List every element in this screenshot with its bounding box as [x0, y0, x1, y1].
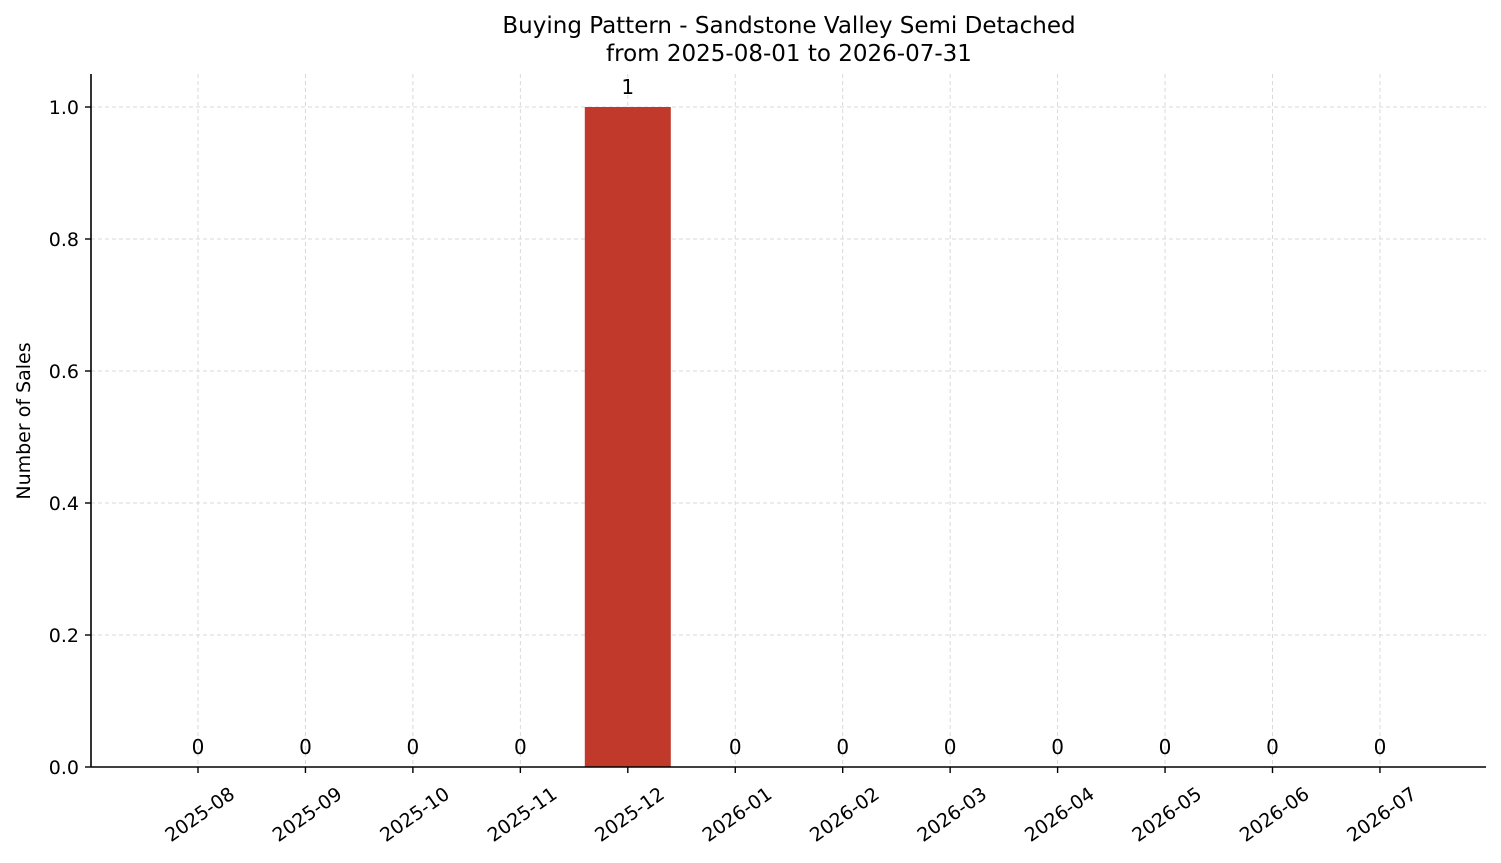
y-tick-label: 0.4 — [49, 493, 79, 515]
data-label: 0 — [407, 735, 420, 759]
bar-layer — [584, 107, 671, 767]
data-label: 0 — [944, 735, 957, 759]
bar-2025-12 — [584, 107, 671, 767]
data-label: 1 — [621, 75, 634, 99]
x-tick-label: 2026-06 — [1236, 783, 1314, 847]
x-tick-label: 2026-04 — [1021, 783, 1099, 847]
data-label: 0 — [1159, 735, 1172, 759]
y-axis-label: Number of Sales — [13, 342, 35, 499]
y-tick-label: 1.0 — [49, 97, 79, 119]
x-tick-label: 2026-07 — [1343, 783, 1421, 847]
grid-layer — [91, 74, 1486, 768]
data-label: 0 — [729, 735, 742, 759]
y-tick-label: 0.0 — [49, 757, 79, 779]
chart-subtitle: from 2025-08-01 to 2026-07-31 — [606, 41, 972, 67]
data-label: 0 — [1051, 735, 1064, 759]
x-tick-label: 2026-02 — [806, 783, 884, 847]
data-label: 0 — [514, 735, 527, 759]
chart-title: Buying Pattern - Sandstone Valley Semi D… — [502, 13, 1075, 39]
x-tick-label: 2026-03 — [913, 783, 991, 847]
x-tick-label: 2025-12 — [591, 783, 669, 847]
x-tick-label: 2026-01 — [698, 783, 776, 847]
data-label: 0 — [1266, 735, 1279, 759]
data-label: 0 — [192, 735, 205, 759]
data-label: 0 — [1374, 735, 1387, 759]
y-tick-label: 0.6 — [49, 361, 79, 383]
data-label: 0 — [299, 735, 312, 759]
label-layer: 0 0 0 0 1 0 0 0 0 0 0 0 — [192, 75, 1387, 759]
y-tick-label: 0.2 — [49, 625, 79, 647]
data-label: 0 — [836, 735, 849, 759]
x-tick-label: 2025-11 — [484, 783, 562, 847]
y-tick-label: 0.8 — [49, 229, 79, 251]
x-tick-label: 2025-09 — [269, 783, 347, 847]
x-tick-label: 2026-05 — [1128, 783, 1206, 847]
x-tick-label: 2025-10 — [376, 783, 454, 847]
axis-layer: 0.0 0.2 0.4 0.6 0.8 1.0 2025-08 2025-09 2025-10 2… — [49, 74, 1486, 847]
x-tick-label: 2025-08 — [161, 783, 239, 847]
